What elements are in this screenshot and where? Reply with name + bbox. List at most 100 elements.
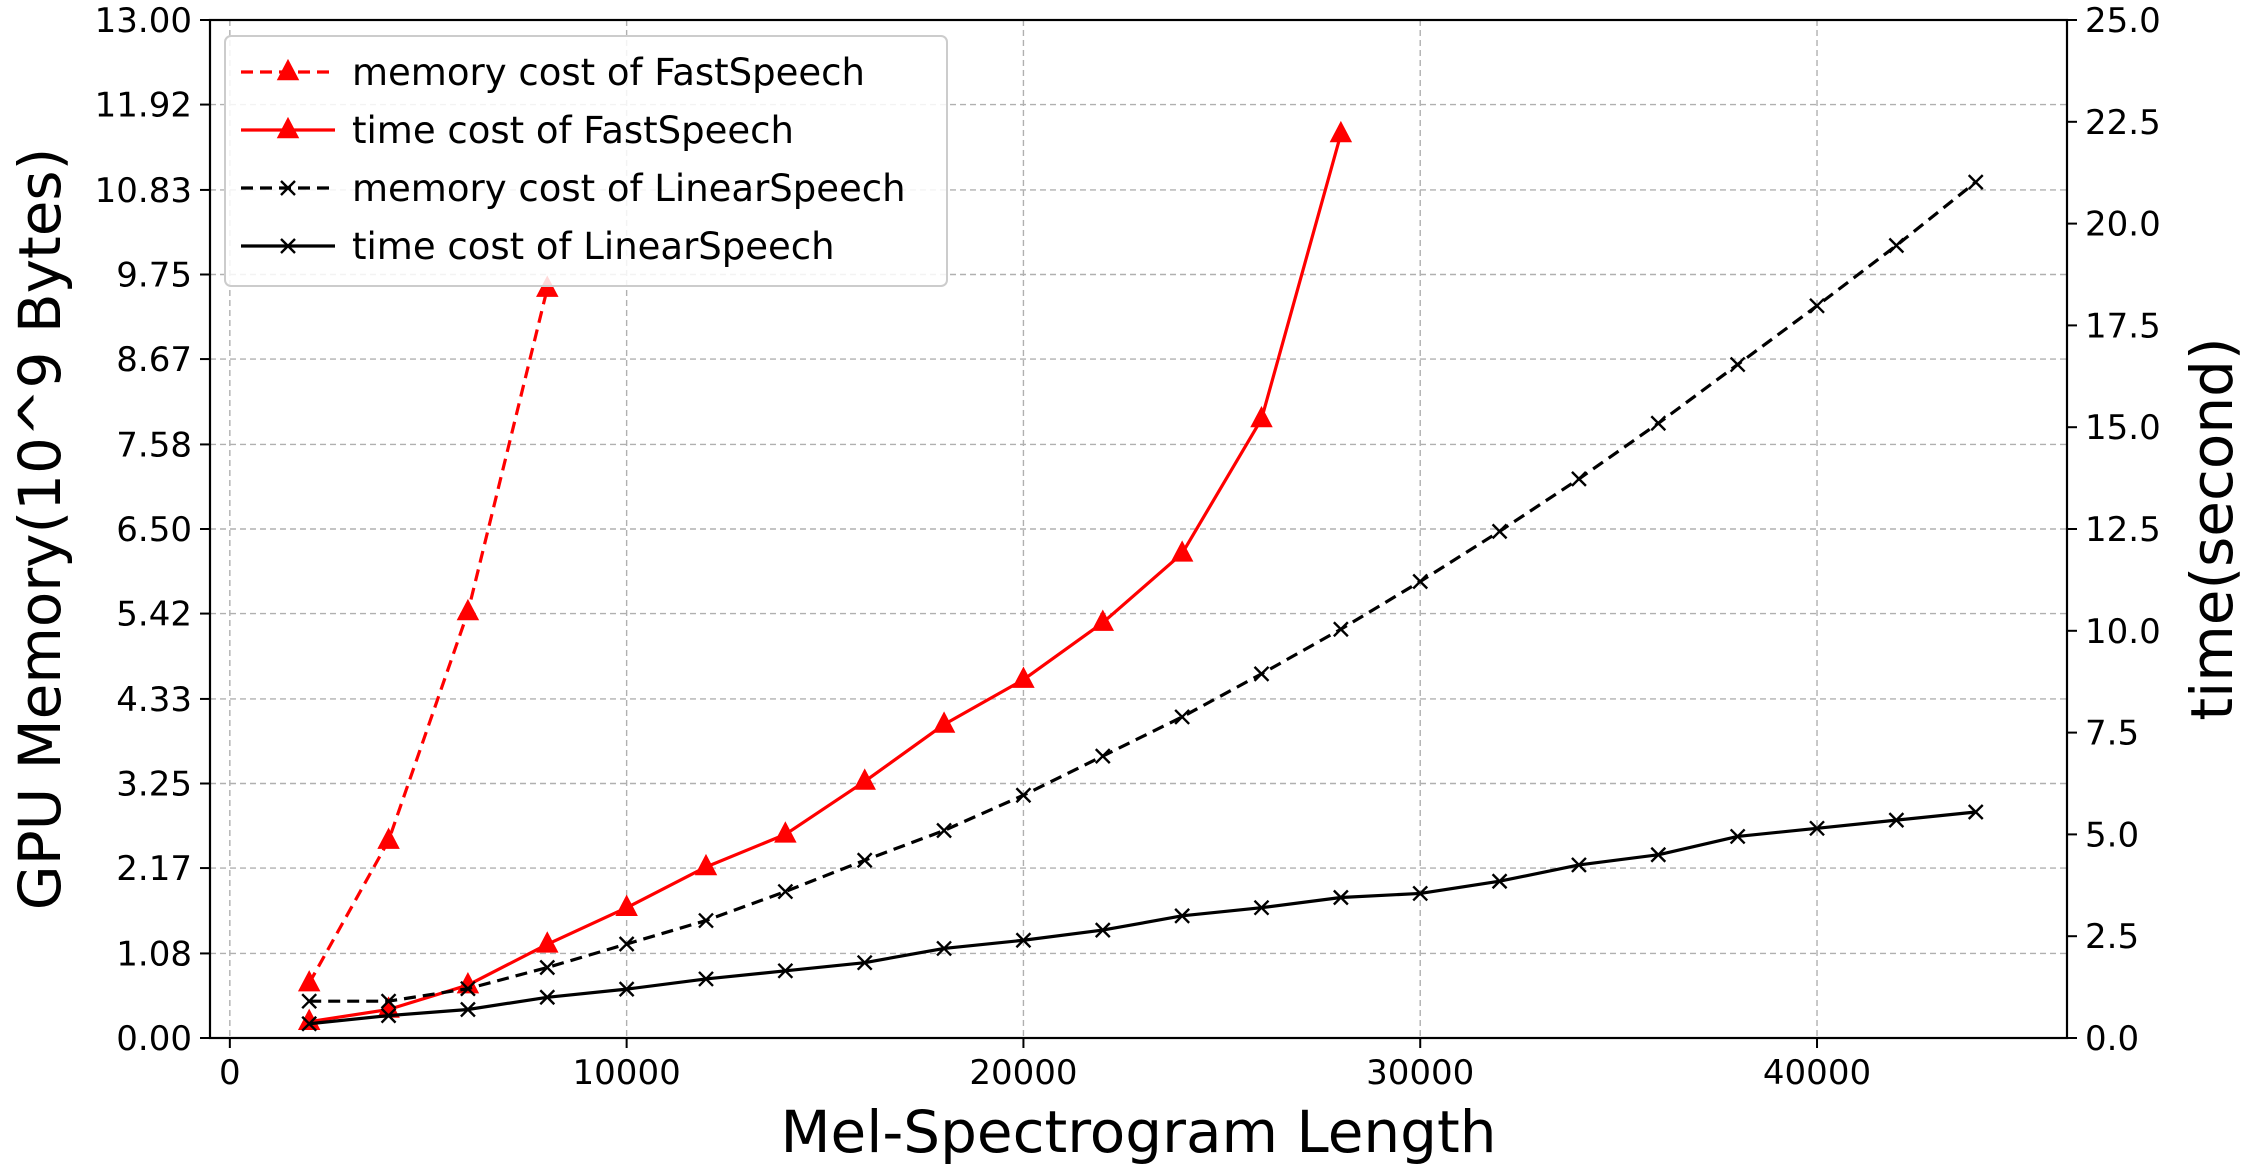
data-point-marker (1809, 820, 1825, 837)
data-point-marker (1253, 666, 1270, 682)
data-point-marker (1412, 885, 1429, 902)
data-point-marker (936, 822, 952, 839)
data-point-marker (1094, 748, 1111, 764)
data-point-marker (1412, 573, 1429, 590)
y-tick-label-left: 4.33 (116, 680, 192, 720)
data-point-marker (276, 58, 300, 81)
data-point-marker (1329, 120, 1353, 143)
data-point-marker (1967, 174, 1984, 190)
data-point-marker (618, 936, 635, 952)
legend-item: time cost of FastSpeech (241, 109, 794, 152)
y-tick-label-right: 10.0 (2085, 612, 2161, 652)
y-tick-label-right: 0.0 (2085, 1019, 2139, 1059)
data-point-marker (539, 989, 556, 1006)
data-point-marker (777, 883, 794, 900)
y-tick-label-left: 8.67 (116, 340, 192, 380)
y-tick-label-left: 7.58 (116, 425, 192, 465)
data-point-marker (297, 970, 321, 992)
y-tick-label-right: 22.5 (2085, 103, 2161, 143)
y-tick-label-right: 2.5 (2085, 917, 2139, 957)
y-tick-label-left: 0.00 (116, 1019, 192, 1059)
data-point-marker (1571, 471, 1587, 487)
data-point-marker (1729, 356, 1746, 373)
data-point-marker (932, 711, 956, 733)
series-line (309, 180, 1977, 1003)
data-point-marker (1174, 709, 1190, 725)
data-point-marker (1015, 932, 1032, 949)
y-axis-title-right: time(second) (2178, 337, 2246, 720)
legend-box (224, 35, 948, 287)
series-layer (297, 120, 1984, 1032)
data-point-marker (1888, 237, 1905, 254)
y-tick-label-left: 2.17 (116, 849, 192, 889)
data-point-marker (1174, 907, 1190, 924)
data-point-marker (777, 962, 794, 979)
data-point-marker (1888, 812, 1905, 828)
x-tick-label: 40000 (1763, 1053, 1871, 1093)
y-tick-label-left: 5.42 (116, 595, 192, 635)
x-tick-label: 30000 (1366, 1053, 1474, 1093)
data-point-marker (1729, 828, 1746, 845)
y-tick-label-left: 11.92 (95, 86, 192, 126)
series-3 (301, 804, 1984, 1032)
y-tick-label-left: 1.08 (116, 934, 192, 974)
data-point-marker (853, 768, 876, 790)
y-tick-label-right: 17.5 (2085, 306, 2161, 346)
legend-item: memory cost of LinearSpeech (241, 167, 906, 210)
data-point-marker (1650, 846, 1667, 863)
data-point-marker (856, 852, 873, 869)
data-point-marker (460, 1001, 476, 1018)
y-tick-label-right: 25.0 (2085, 1, 2161, 41)
data-point-marker (1094, 922, 1111, 938)
x-tick-label: 10000 (573, 1053, 681, 1093)
data-point-marker (276, 116, 300, 139)
data-point-marker (1491, 873, 1508, 890)
series-line (307, 288, 549, 984)
x-axis-title: Mel-Spectrogram Length (781, 1098, 1497, 1166)
data-point-marker (280, 238, 296, 254)
series-2 (301, 174, 1984, 1010)
data-point-marker (774, 821, 797, 843)
y-tick-label-right: 5.0 (2085, 815, 2139, 855)
y-tick-label-right: 12.5 (2085, 510, 2161, 550)
data-point-marker (280, 180, 296, 196)
data-point-marker (1250, 405, 1273, 428)
data-point-marker (1015, 787, 1032, 804)
y-tick-label-right: 20.0 (2085, 205, 2161, 245)
data-point-marker (1091, 609, 1115, 631)
data-point-marker (698, 971, 714, 987)
data-point-marker (1650, 415, 1667, 432)
data-point-marker (536, 931, 559, 953)
data-point-marker (539, 959, 556, 976)
legend-items: memory cost of FastSpeech time cost of Fa… (241, 51, 906, 268)
y-tick-label-left: 13.00 (95, 1, 192, 41)
data-point-marker (1253, 899, 1270, 916)
data-point-marker (301, 1015, 318, 1032)
data-point-marker (1170, 540, 1194, 562)
data-point-marker (460, 980, 476, 997)
x-tick-label: 20000 (969, 1053, 1077, 1093)
data-point-marker (380, 1007, 397, 1024)
series-0 (297, 275, 559, 992)
y-tick-label-right: 7.5 (2085, 714, 2139, 754)
data-point-marker (615, 894, 638, 916)
data-point-marker (456, 598, 480, 621)
data-point-marker (1571, 857, 1587, 873)
legend: memory cost of FastSpeech time cost of Fa… (224, 35, 948, 287)
legend-label: memory cost of FastSpeech (352, 51, 865, 94)
data-point-marker (1809, 297, 1825, 314)
data-point-marker (694, 853, 718, 876)
data-point-marker (1333, 889, 1349, 906)
data-point-marker (1333, 621, 1349, 638)
data-point-marker (301, 993, 318, 1010)
data-point-marker (618, 981, 635, 997)
series-line (309, 810, 1976, 1026)
y-axis-title-left: GPU Memory(10^9 Bytes) (6, 148, 74, 910)
y-tick-label-left: 3.25 (116, 765, 192, 805)
data-point-marker (380, 993, 397, 1010)
data-point-marker (698, 912, 714, 929)
y-tick-label-left: 10.83 (95, 171, 192, 211)
data-point-marker (1491, 523, 1508, 540)
legend-label: time cost of FastSpeech (352, 109, 794, 152)
